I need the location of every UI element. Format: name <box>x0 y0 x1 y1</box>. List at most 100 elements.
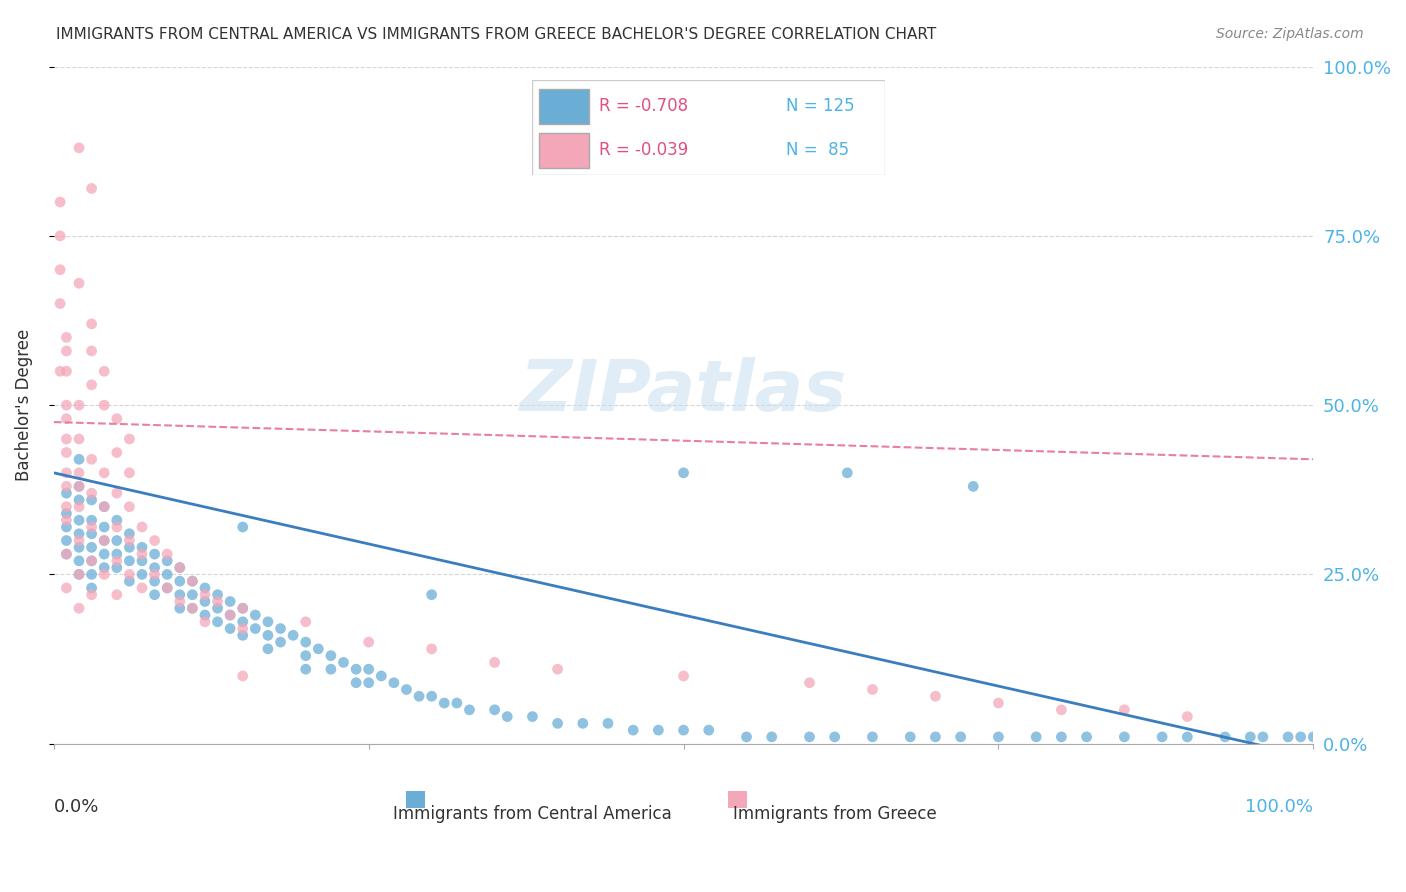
Point <box>219 607 242 622</box>
Text: Immigrants from Greece: Immigrants from Greece <box>733 805 936 822</box>
Point <box>181 574 204 589</box>
Point <box>270 635 292 649</box>
Point <box>281 628 304 642</box>
Point <box>93 560 115 574</box>
Point <box>307 641 329 656</box>
Point <box>93 466 115 480</box>
Point <box>55 479 77 493</box>
Point <box>257 628 280 642</box>
Point <box>118 567 141 582</box>
Point <box>672 723 695 738</box>
Point <box>93 364 115 378</box>
Point <box>735 730 758 744</box>
Point <box>55 411 77 425</box>
Point <box>55 432 77 446</box>
Point <box>357 662 380 676</box>
Point <box>370 669 392 683</box>
Point <box>898 730 921 744</box>
Point <box>572 716 595 731</box>
Point <box>169 560 191 574</box>
Point <box>194 588 217 602</box>
Point <box>257 615 280 629</box>
Point <box>219 594 242 608</box>
Point <box>181 574 204 589</box>
Point <box>131 541 153 555</box>
Point <box>987 730 1010 744</box>
Point <box>80 513 103 527</box>
Point <box>143 533 166 548</box>
Point <box>118 466 141 480</box>
Point <box>80 588 103 602</box>
Point <box>131 547 153 561</box>
Point <box>55 513 77 527</box>
Point <box>1213 730 1236 744</box>
FancyBboxPatch shape <box>406 791 426 808</box>
Point <box>118 541 141 555</box>
Point <box>80 554 103 568</box>
Point <box>80 181 103 195</box>
Point <box>257 641 280 656</box>
Point <box>118 432 141 446</box>
Point <box>80 317 103 331</box>
Point <box>80 526 103 541</box>
Point <box>332 656 354 670</box>
Point <box>672 466 695 480</box>
Point <box>1302 730 1324 744</box>
Point <box>131 567 153 582</box>
Point <box>49 228 72 243</box>
Point <box>131 520 153 534</box>
Point <box>824 730 846 744</box>
Point <box>67 466 90 480</box>
Point <box>1114 730 1136 744</box>
Point <box>131 554 153 568</box>
Point <box>67 479 90 493</box>
Point <box>80 541 103 555</box>
Point <box>105 560 128 574</box>
Point <box>105 520 128 534</box>
Point <box>80 492 103 507</box>
Point <box>194 615 217 629</box>
Text: ZIPatlas: ZIPatlas <box>520 357 848 426</box>
Point <box>949 730 972 744</box>
Point <box>245 622 267 636</box>
Point <box>93 547 115 561</box>
Point <box>420 588 443 602</box>
Point <box>344 675 367 690</box>
Y-axis label: Bachelor's Degree: Bachelor's Degree <box>15 329 32 482</box>
Point <box>1239 730 1261 744</box>
Point <box>55 398 77 412</box>
Point <box>55 364 77 378</box>
Point <box>118 533 141 548</box>
Point <box>156 581 179 595</box>
Point <box>294 662 316 676</box>
Point <box>458 703 481 717</box>
Point <box>1152 730 1174 744</box>
Point <box>93 520 115 534</box>
Point <box>143 547 166 561</box>
Text: 0.0%: 0.0% <box>53 797 100 816</box>
Point <box>55 581 77 595</box>
Point <box>232 601 254 615</box>
Point <box>647 723 669 738</box>
Point <box>143 588 166 602</box>
Point <box>49 364 72 378</box>
Point <box>181 601 204 615</box>
Point <box>1289 730 1312 744</box>
Point <box>1277 730 1299 744</box>
Point <box>232 615 254 629</box>
Point <box>245 607 267 622</box>
Point <box>420 641 443 656</box>
Point <box>446 696 468 710</box>
Point <box>987 696 1010 710</box>
Point <box>319 662 342 676</box>
Point <box>118 500 141 514</box>
Point <box>169 588 191 602</box>
Point <box>799 675 821 690</box>
Point <box>80 554 103 568</box>
Point <box>156 547 179 561</box>
Point <box>67 541 90 555</box>
Point <box>93 500 115 514</box>
Point <box>67 533 90 548</box>
Point <box>80 452 103 467</box>
Point <box>697 723 720 738</box>
